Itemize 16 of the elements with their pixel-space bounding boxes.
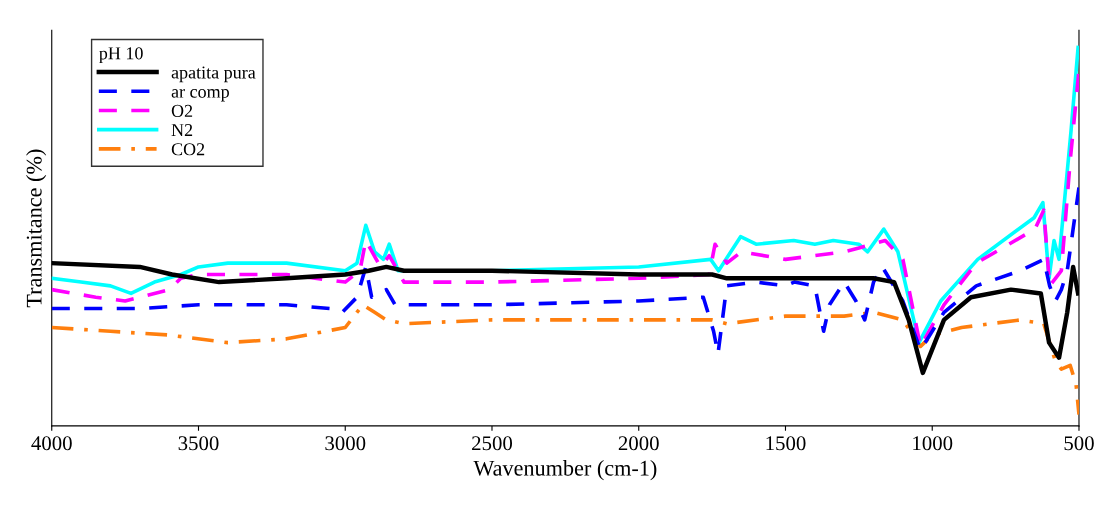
- legend-label: apatita pura: [171, 66, 256, 83]
- legend-label: O2: [171, 104, 193, 117]
- x-tick-label: 1500: [766, 436, 806, 451]
- legend-label: CO2: [171, 143, 205, 156]
- x-tick-label: 3000: [325, 436, 366, 451]
- legend-label: N2: [171, 124, 193, 136]
- y-axis-title: Transmitance (%): [26, 149, 47, 308]
- legend-title: pH 10: [99, 47, 143, 64]
- legend-label: ar comp: [171, 89, 229, 102]
- x-tick-label: 2000: [618, 436, 659, 451]
- x-tick-label: 3500: [178, 436, 219, 451]
- x-tick-label: 2500: [472, 436, 513, 451]
- x-tick-label: 1000: [913, 436, 953, 451]
- x-tick-label: 500: [1064, 436, 1094, 451]
- x-axis-title: Wavenumber (cm-1): [473, 460, 657, 481]
- x-tick-label: 4000: [31, 436, 72, 451]
